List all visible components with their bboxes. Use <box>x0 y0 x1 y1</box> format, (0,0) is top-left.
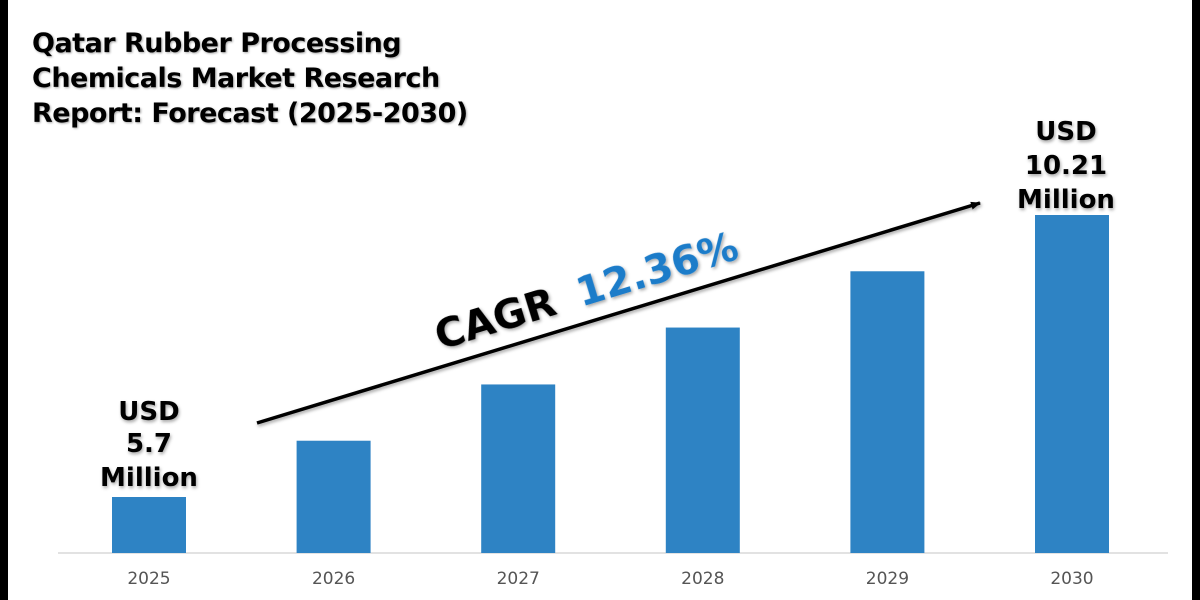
bar-2030 <box>1035 215 1109 553</box>
right-border <box>1192 0 1200 600</box>
cagr-label: CAGR <box>429 279 561 359</box>
chart-title: Qatar Rubber Processing Chemicals Market… <box>32 26 468 131</box>
x-tick-label: 2026 <box>312 569 355 589</box>
bar-2026 <box>296 440 371 553</box>
start-value-label: USD 5.7 Million <box>100 397 198 493</box>
bar-2027 <box>481 384 556 553</box>
chart-title-line-3: Report: Forecast (2025-2030) <box>32 98 468 129</box>
cagr-trend-arrow <box>256 201 981 425</box>
end-label-line-3: Million <box>1017 185 1115 215</box>
bar-2029 <box>850 271 925 553</box>
x-tick-label: 2025 <box>127 569 170 589</box>
start-label-line-1: USD <box>118 397 179 427</box>
chart-title-line-1: Qatar Rubber Processing <box>32 28 402 59</box>
end-label-line-2: 10.21 <box>1025 151 1107 181</box>
x-tick-label: 2029 <box>866 569 909 589</box>
x-tick-label: 2027 <box>497 569 540 589</box>
chart-title-line-2: Chemicals Market Research <box>32 63 440 94</box>
bar-2028 <box>665 327 740 553</box>
x-tick-label: 2030 <box>1050 569 1093 589</box>
end-label-line-1: USD <box>1035 117 1096 147</box>
start-label-line-3: Million <box>100 463 198 493</box>
end-value-label: USD 10.21 Million <box>1017 117 1115 215</box>
x-tick-label: 2028 <box>681 569 724 589</box>
left-border <box>0 0 8 600</box>
bar-2025 <box>112 497 186 553</box>
start-label-line-2: 5.7 <box>126 429 172 459</box>
